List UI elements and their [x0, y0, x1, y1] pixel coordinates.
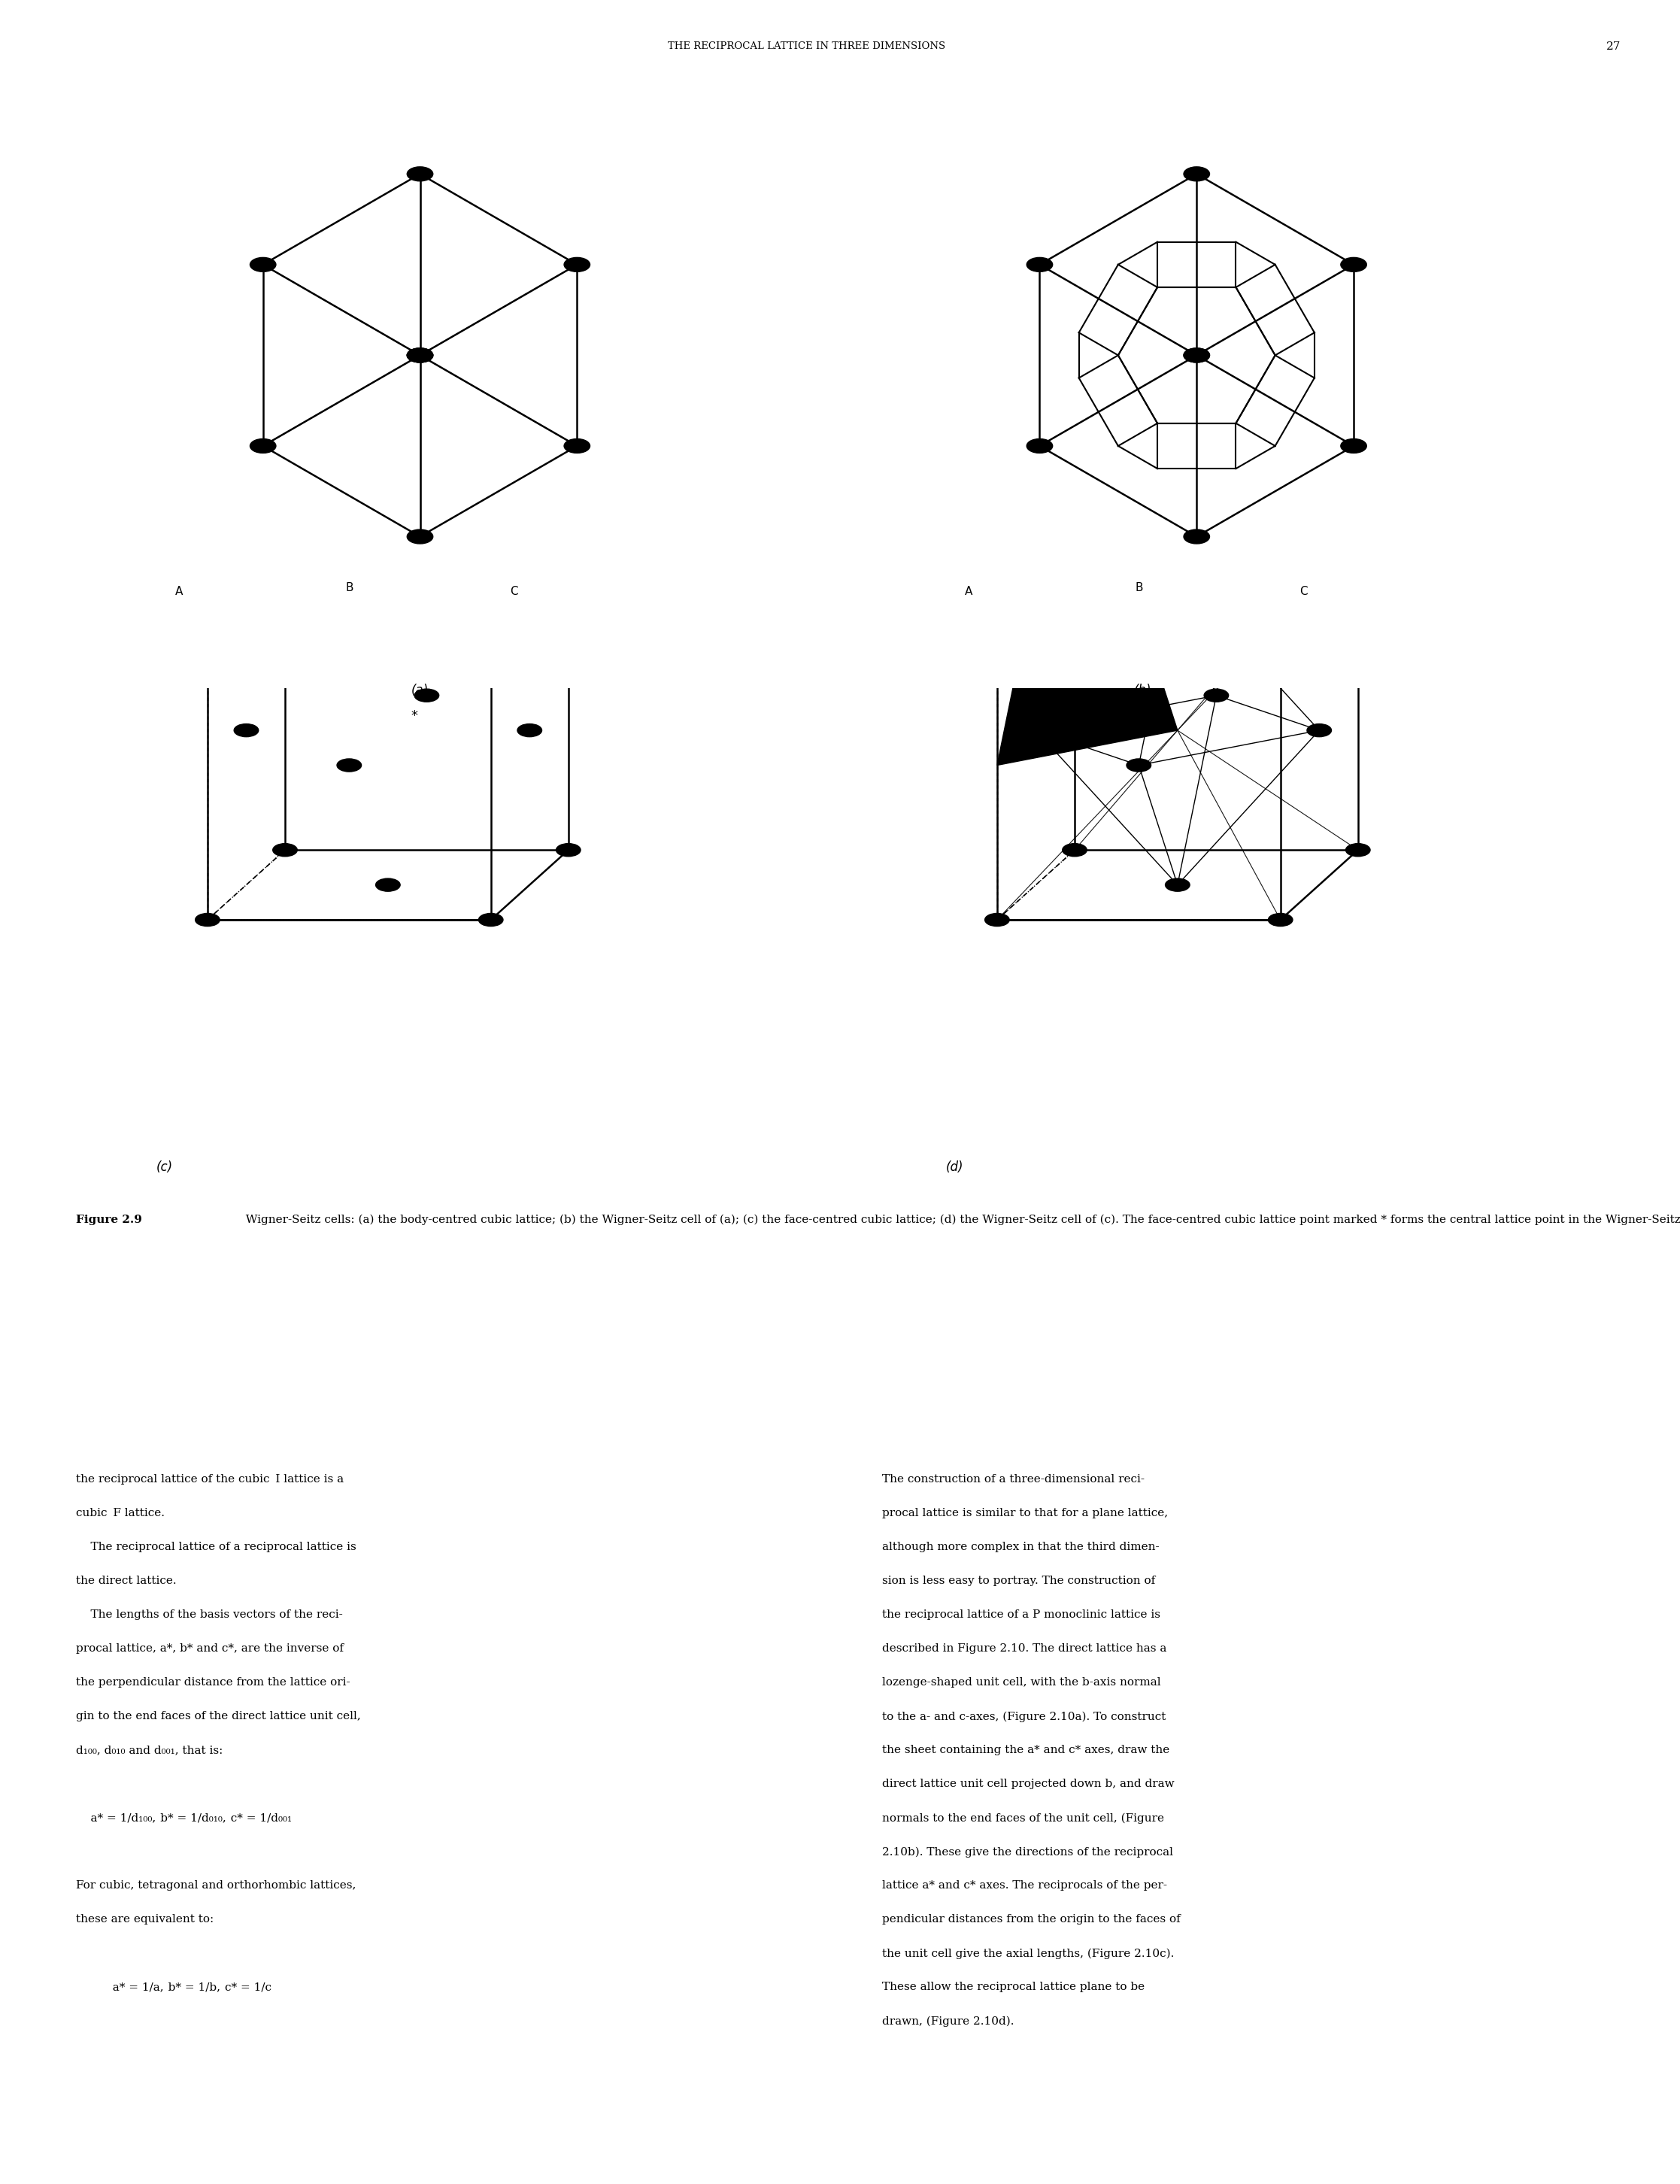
- Text: direct lattice unit cell projected down b, and draw: direct lattice unit cell projected down …: [882, 1778, 1174, 1789]
- Text: The lengths of the basis vectors of the reci-: The lengths of the basis vectors of the …: [76, 1610, 343, 1621]
- Text: the reciprocal lattice of the cubic  I lattice is a: the reciprocal lattice of the cubic I la…: [76, 1474, 343, 1485]
- Text: (a): (a): [412, 684, 428, 697]
- Ellipse shape: [984, 913, 1010, 926]
- Text: A: A: [964, 585, 973, 598]
- Ellipse shape: [1346, 843, 1371, 856]
- Polygon shape: [998, 577, 1178, 764]
- Text: For cubic, tetragonal and orthorhombic lattices,: For cubic, tetragonal and orthorhombic l…: [76, 1880, 356, 1891]
- Text: the reciprocal lattice of a P monoclinic lattice is: the reciprocal lattice of a P monoclinic…: [882, 1610, 1161, 1621]
- Ellipse shape: [1062, 843, 1087, 856]
- Text: The construction of a three-dimensional reci-: The construction of a three-dimensional …: [882, 1474, 1144, 1485]
- Text: C: C: [511, 585, 517, 598]
- Ellipse shape: [1184, 529, 1210, 544]
- Text: a* = 1/a,  b* = 1/b,  c* = 1/c: a* = 1/a, b* = 1/b, c* = 1/c: [76, 1983, 270, 1992]
- Text: A: A: [175, 585, 183, 598]
- Text: lozenge-shaped unit cell, with the b-axis normal: lozenge-shaped unit cell, with the b-axi…: [882, 1677, 1161, 1688]
- Text: B: B: [1134, 583, 1142, 594]
- Ellipse shape: [1184, 347, 1210, 363]
- Ellipse shape: [407, 347, 433, 363]
- Text: the unit cell give the axial lengths, (Figure 2.10c).: the unit cell give the axial lengths, (F…: [882, 1948, 1174, 1959]
- Ellipse shape: [376, 878, 400, 891]
- Text: gin to the end faces of the direct lattice unit cell,: gin to the end faces of the direct latti…: [76, 1712, 361, 1721]
- Text: to the a- and c-axes, (Figure 2.10a). To construct: to the a- and c-axes, (Figure 2.10a). To…: [882, 1712, 1166, 1721]
- Text: cubic  F lattice.: cubic F lattice.: [76, 1507, 165, 1518]
- Ellipse shape: [272, 535, 297, 548]
- Ellipse shape: [479, 913, 502, 926]
- Ellipse shape: [1166, 570, 1189, 583]
- Text: the sheet containing the a* and c* axes, draw the: the sheet containing the a* and c* axes,…: [882, 1745, 1169, 1756]
- Text: The reciprocal lattice of a reciprocal lattice is: The reciprocal lattice of a reciprocal l…: [76, 1542, 356, 1553]
- Text: These allow the reciprocal lattice plane to be: These allow the reciprocal lattice plane…: [882, 1983, 1144, 1992]
- Text: normals to the end faces of the unit cell, (Figure: normals to the end faces of the unit cel…: [882, 1813, 1164, 1824]
- Ellipse shape: [1026, 439, 1053, 452]
- Ellipse shape: [415, 688, 438, 701]
- Text: sion is less easy to portray. The construction of: sion is less easy to portray. The constr…: [882, 1577, 1156, 1586]
- Ellipse shape: [1341, 439, 1366, 452]
- Ellipse shape: [1184, 347, 1210, 363]
- Ellipse shape: [564, 439, 590, 452]
- Ellipse shape: [1166, 878, 1189, 891]
- Text: d₁₀₀, d₀₁₀ and d₀₀₁, that is:: d₁₀₀, d₀₁₀ and d₀₀₁, that is:: [76, 1745, 222, 1756]
- Ellipse shape: [1026, 258, 1053, 271]
- Ellipse shape: [1023, 723, 1048, 736]
- Ellipse shape: [407, 166, 433, 181]
- Ellipse shape: [1346, 535, 1371, 548]
- Text: Wigner-Seitz cells: (a) the body-centred cubic lattice; (b) the Wigner-Seitz cel: Wigner-Seitz cells: (a) the body-centred…: [239, 1214, 1680, 1225]
- Ellipse shape: [556, 843, 581, 856]
- Ellipse shape: [407, 529, 433, 544]
- Text: (d): (d): [946, 1160, 963, 1175]
- Ellipse shape: [1307, 723, 1332, 736]
- Text: pendicular distances from the origin to the faces of: pendicular distances from the origin to …: [882, 1913, 1181, 1924]
- Text: 2.10b). These give the directions of the reciprocal: 2.10b). These give the directions of the…: [882, 1845, 1173, 1856]
- Text: (c): (c): [156, 1160, 173, 1175]
- Text: 27: 27: [1606, 41, 1621, 52]
- Text: drawn, (Figure 2.10d).: drawn, (Figure 2.10d).: [882, 2016, 1015, 2027]
- Ellipse shape: [338, 758, 361, 771]
- Ellipse shape: [1184, 166, 1210, 181]
- Text: C: C: [1300, 585, 1307, 598]
- Text: lattice a* and c* axes. The reciprocals of the per-: lattice a* and c* axes. The reciprocals …: [882, 1880, 1168, 1891]
- Ellipse shape: [234, 723, 259, 736]
- Ellipse shape: [376, 570, 400, 583]
- Text: Figure 2.9: Figure 2.9: [76, 1214, 141, 1225]
- Text: although more complex in that the third dimen-: although more complex in that the third …: [882, 1542, 1159, 1553]
- Ellipse shape: [556, 535, 581, 548]
- Ellipse shape: [195, 605, 220, 618]
- Ellipse shape: [250, 258, 276, 271]
- Text: the direct lattice.: the direct lattice.: [76, 1577, 176, 1586]
- Ellipse shape: [1127, 758, 1151, 771]
- Text: (b): (b): [1134, 684, 1151, 697]
- Ellipse shape: [272, 843, 297, 856]
- Ellipse shape: [984, 605, 1010, 618]
- Ellipse shape: [1062, 535, 1087, 548]
- Text: procal lattice, a*, b* and c*, are the inverse of: procal lattice, a*, b* and c*, are the i…: [76, 1642, 343, 1653]
- Text: *: *: [412, 710, 418, 723]
- Ellipse shape: [1341, 258, 1366, 271]
- Ellipse shape: [517, 723, 543, 736]
- Ellipse shape: [407, 347, 433, 363]
- Text: the perpendicular distance from the lattice ori-: the perpendicular distance from the latt…: [76, 1677, 349, 1688]
- Ellipse shape: [195, 913, 220, 926]
- Ellipse shape: [250, 439, 276, 452]
- Ellipse shape: [564, 258, 590, 271]
- Ellipse shape: [479, 605, 502, 618]
- Text: these are equivalent to:: these are equivalent to:: [76, 1913, 213, 1924]
- Ellipse shape: [1205, 688, 1228, 701]
- Ellipse shape: [407, 347, 433, 363]
- Text: B: B: [344, 583, 353, 594]
- Text: described in Figure 2.10. The direct lattice has a: described in Figure 2.10. The direct lat…: [882, 1642, 1166, 1653]
- Ellipse shape: [1268, 913, 1292, 926]
- Text: THE RECIPROCAL LATTICE IN THREE DIMENSIONS: THE RECIPROCAL LATTICE IN THREE DIMENSIO…: [667, 41, 946, 50]
- Ellipse shape: [1268, 605, 1292, 618]
- Text: a* = 1/d₁₀₀,  b* = 1/d₀₁₀,  c* = 1/d₀₀₁: a* = 1/d₁₀₀, b* = 1/d₀₁₀, c* = 1/d₀₀₁: [76, 1813, 292, 1824]
- Text: procal lattice is similar to that for a plane lattice,: procal lattice is similar to that for a …: [882, 1507, 1168, 1518]
